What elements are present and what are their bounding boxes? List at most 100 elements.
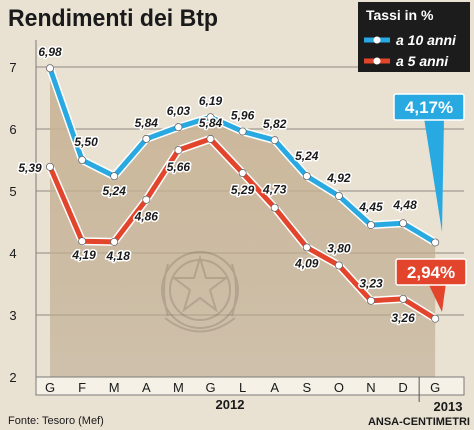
data-point <box>334 191 343 200</box>
ten-year-label-halo: 6,19 <box>199 94 223 108</box>
data-point <box>110 237 119 246</box>
data-point <box>238 127 247 136</box>
legend-marker-five-year <box>373 57 381 65</box>
data-point <box>399 219 408 228</box>
x-axis-band <box>35 376 465 396</box>
legend-label-five-year: a 5 anni <box>396 53 449 69</box>
x-tick-label: L <box>239 380 246 395</box>
ten-year-data-label: 5,24 <box>103 184 127 198</box>
legend-marker-ten-year <box>373 36 381 44</box>
ten-year-area-fill <box>50 68 436 378</box>
x-tick-label: F <box>78 380 86 395</box>
ten-year-label-halo: 5,24 <box>295 149 319 163</box>
data-point <box>110 172 119 181</box>
ten-year-data-label: 5,50 <box>74 135 98 149</box>
series-points <box>46 64 440 323</box>
five-year-data-label: 4,86 <box>134 210 159 224</box>
five-year-data-label: 4,73 <box>262 183 287 197</box>
data-point <box>431 314 440 323</box>
data-labels: 6,986,985,505,505,245,245,845,846,036,03… <box>17 44 419 327</box>
y-tick-label: 4 <box>9 246 16 261</box>
x-tick-label: G <box>205 380 215 395</box>
five-year-data-label: 5,39 <box>18 161 42 175</box>
five-year-label-halo: 4,19 <box>71 248 96 262</box>
data-point <box>302 243 311 252</box>
ten-year-data-label: 4,48 <box>392 198 417 212</box>
ten-year-label-halo: 4,48 <box>392 198 417 212</box>
five-year-data-label: 4,18 <box>106 249 131 263</box>
callout-ten-year-label: 4,17% <box>405 98 453 117</box>
five-year-data-label: 5,84 <box>199 116 223 130</box>
x-tick-label: M <box>109 380 120 395</box>
ten-year-data-label: 6,98 <box>38 45 62 59</box>
y-tick-label: 3 <box>9 308 16 323</box>
five-year-label-halo: 5,29 <box>231 183 255 197</box>
callout-five-year-label: 2,94% <box>407 263 455 282</box>
chart-title: Rendimenti dei Btp <box>8 5 218 32</box>
y-tick-label: 7 <box>9 60 16 75</box>
y-axis: 2 3 4 5 6 7 <box>9 40 37 385</box>
ten-year-label-halo: 4,92 <box>326 171 351 185</box>
source-note: Fonte: Tesoro (Mef) <box>8 415 104 427</box>
five-year-label-halo: 4,18 <box>106 249 131 263</box>
ten-year-data-label: 4,45 <box>358 200 383 214</box>
data-point <box>206 134 215 143</box>
five-year-data-label: 3,23 <box>359 277 383 291</box>
data-point <box>366 221 375 230</box>
ten-year-label-halo: 5,24 <box>103 184 127 198</box>
x-tick-label: O <box>334 380 344 395</box>
data-point <box>78 237 87 246</box>
ten-year-data-label: 5,82 <box>263 117 287 131</box>
ten-year-label-halo: 5,96 <box>231 108 255 122</box>
data-point <box>46 64 55 73</box>
x-tick-label: S <box>302 380 311 395</box>
five-year-data-label: 4,09 <box>294 256 319 270</box>
ten-year-label-halo: 6,03 <box>167 104 191 118</box>
ten-year-data-label: 6,19 <box>199 94 223 108</box>
five-year-label-halo: 3,26 <box>391 311 415 325</box>
data-point <box>270 203 279 212</box>
legend-title: Tassi in % <box>366 7 434 23</box>
emblem-watermark <box>161 251 239 333</box>
data-point <box>142 195 151 204</box>
x-tick-label: M <box>173 380 184 395</box>
data-point <box>142 134 151 143</box>
data-point <box>46 162 55 171</box>
ten-year-label-halo: 6,98 <box>38 45 62 59</box>
ten-year-label-halo: 4,45 <box>358 200 383 214</box>
y-tick-label: 5 <box>9 184 16 199</box>
y-tick-label: 6 <box>9 122 16 137</box>
ten-year-data-label: 5,24 <box>295 149 319 163</box>
x-tick-label: G <box>430 380 440 395</box>
five-year-label-halo: 4,86 <box>134 210 159 224</box>
data-point <box>78 155 87 164</box>
data-point <box>206 113 215 122</box>
data-point <box>174 123 183 132</box>
callout-pointer-five-year <box>428 283 446 312</box>
ten-year-data-label: 5,96 <box>231 108 255 122</box>
five-year-data-label: 5,66 <box>167 160 191 174</box>
five-year-label-halo: 5,66 <box>167 160 191 174</box>
x-tick-label: D <box>398 380 407 395</box>
five-year-label-halo: 3,80 <box>327 241 351 255</box>
five-year-label-halo: 5,39 <box>18 161 42 175</box>
five-year-data-label: 3,26 <box>391 311 415 325</box>
ten-year-label-halo: 5,84 <box>135 116 159 130</box>
y-tick-label: 2 <box>9 370 16 385</box>
legend-label-ten-year: a 10 anni <box>396 32 457 48</box>
ten-year-data-label: 5,84 <box>135 116 159 130</box>
five-year-data-label: 4,19 <box>71 248 96 262</box>
x-tick-label: G <box>45 380 55 395</box>
ten-year-label-halo: 5,82 <box>263 117 287 131</box>
year-label-2013: 2013 <box>434 399 463 414</box>
year-label-2012: 2012 <box>216 397 245 412</box>
ten-year-data-label: 6,03 <box>167 104 191 118</box>
x-tick-label: A <box>142 380 151 395</box>
ten-year-label-halo: 5,50 <box>74 135 98 149</box>
x-tick-label: A <box>270 380 279 395</box>
ten-year-data-label: 4,92 <box>326 171 351 185</box>
data-point <box>238 169 247 178</box>
